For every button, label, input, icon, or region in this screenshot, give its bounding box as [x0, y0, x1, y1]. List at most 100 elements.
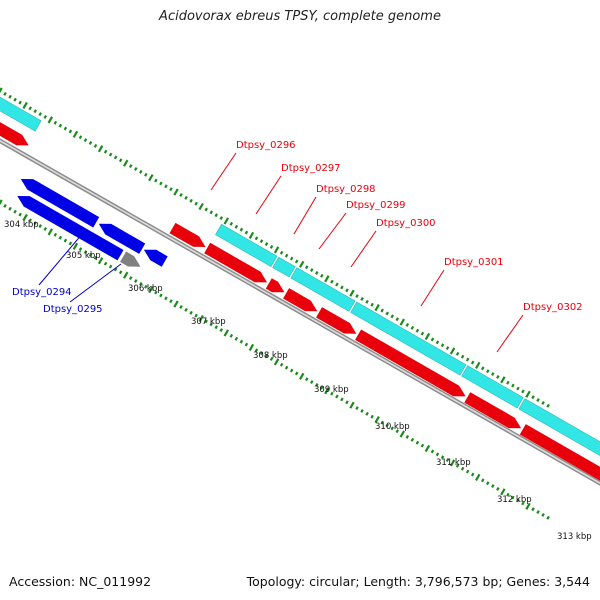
forward-gene-arrow [169, 222, 206, 247]
outer-scale-minor-tick [28, 106, 32, 111]
cds-block [0, 96, 42, 132]
inner-scale-minor-tick [480, 478, 485, 483]
inner-scale-minor-tick [330, 391, 334, 396]
outer-scale-minor-tick [289, 256, 294, 261]
outer-scale-minor-tick [460, 354, 465, 359]
inner-scale-minor-tick [164, 296, 168, 301]
outer-scale-major-tick [148, 174, 154, 182]
outer-scale-major-tick [0, 87, 3, 94]
inner-scale-minor-tick [169, 299, 173, 304]
backbone-inner [0, 139, 600, 485]
inner-scale-minor-tick [420, 443, 425, 448]
inner-scale-minor-tick [340, 397, 344, 402]
outer-scale-minor-tick [194, 201, 198, 206]
outer-scale-minor-tick [435, 340, 440, 345]
forward-gene-arrow [204, 242, 267, 283]
inner-scale-minor-tick [355, 406, 359, 411]
inner-scale-minor-tick [395, 429, 400, 434]
outer-scale-minor-tick [279, 250, 284, 255]
outer-scale-minor-tick [139, 169, 143, 174]
inner-scale-major-tick [148, 286, 154, 294]
outer-scale-minor-tick [335, 282, 339, 287]
outer-scale-minor-tick [355, 294, 359, 299]
inner-scale-major-tick [0, 199, 3, 206]
outer-scale-minor-tick [516, 386, 520, 391]
inner-scale-major-tick [449, 459, 456, 467]
inner-scale-minor-tick [184, 307, 188, 312]
outer-scale-minor-tick [184, 195, 188, 200]
inner-scale-major-tick [500, 488, 506, 496]
outer-scale-minor-tick [410, 325, 415, 330]
inner-scale-minor-tick [335, 394, 339, 399]
outer-scale-minor-tick [8, 94, 12, 99]
outer-scale-major-tick [525, 390, 531, 398]
outer-scale-minor-tick [330, 279, 334, 284]
inner-scale-minor-tick [234, 336, 239, 341]
gene-label: Dtpsy_0295 [43, 304, 103, 315]
accession-text: Accession: NC_011992 [9, 574, 152, 589]
outer-scale-minor-tick [164, 184, 168, 189]
inner-scale-minor-tick [204, 319, 208, 324]
outer-scale-major-tick [475, 361, 481, 369]
outer-scale-minor-tick [320, 273, 324, 278]
outer-scale-minor-tick [390, 314, 394, 319]
inner-scale-minor-tick [320, 385, 324, 390]
outer-scale-minor-tick [13, 97, 17, 102]
kbp-label: 304 kbp [4, 220, 39, 230]
inner-scale-minor-tick [134, 279, 138, 283]
outer-scale-minor-tick [521, 389, 525, 394]
outer-scale-minor-tick [38, 112, 42, 117]
outer-scale-minor-tick [541, 401, 545, 405]
forward-gene-arrow [519, 424, 600, 481]
inner-scale-minor-tick [139, 281, 143, 286]
outer-scale-minor-tick [68, 129, 73, 134]
cds-block [290, 267, 356, 312]
outer-scale-minor-tick [169, 187, 173, 192]
inner-scale-minor-tick [385, 423, 389, 428]
outer-scale-major-tick [424, 332, 431, 341]
outer-scale-minor-tick [536, 398, 540, 402]
kbp-label: 307 kbp [191, 317, 226, 327]
outer-scale-major-tick [374, 304, 380, 312]
inner-scale-major-tick [173, 300, 179, 308]
outer-scale-minor-tick [113, 155, 118, 160]
outer-scale-major-tick [299, 260, 305, 268]
outer-scale-minor-tick [380, 308, 384, 313]
inner-scale-minor-tick [521, 501, 525, 506]
inner-scale-major-tick [525, 502, 531, 510]
inner-scale-minor-tick [8, 206, 12, 211]
inner-scale-major-tick [424, 444, 431, 453]
kbp-label: 313 kbp [557, 532, 592, 542]
reverse-gene-arrow [20, 179, 100, 228]
outer-scale-major-tick [22, 101, 28, 110]
outer-scale-minor-tick [3, 91, 7, 96]
kbp-label: 305 kbp [66, 251, 101, 261]
outer-scale-major-tick [248, 231, 255, 240]
inner-scale-major-tick [47, 228, 53, 236]
inner-scale-minor-tick [455, 463, 460, 468]
gene-label: Dtpsy_0294 [12, 287, 72, 298]
inner-scale-minor-tick [68, 241, 73, 246]
inner-scale-minor-tick [179, 305, 183, 309]
outer-scale-major-tick [273, 246, 280, 254]
outer-scale-minor-tick [58, 123, 63, 128]
gene-label-leader [38, 232, 84, 286]
outer-scale-minor-tick [229, 221, 234, 226]
inner-scale-major-tick [475, 473, 481, 481]
inner-scale-minor-tick [189, 310, 193, 315]
outer-scale-minor-tick [405, 323, 410, 327]
reverse-gene-arrow [143, 249, 168, 267]
inner-scale-minor-tick [254, 348, 259, 353]
kbp-label: 312 kbp [497, 495, 532, 505]
outer-scale-minor-tick [395, 317, 400, 322]
outer-scale-minor-tick [360, 297, 364, 301]
kbp-label: 310 kbp [375, 422, 410, 432]
inner-scale-minor-tick [3, 203, 7, 208]
outer-scale-minor-tick [440, 343, 445, 348]
forward-gene-arrow [283, 288, 318, 312]
gene-label-leader [350, 230, 377, 268]
inner-scale-minor-tick [28, 218, 32, 223]
inner-scale-minor-tick [445, 458, 450, 463]
outer-scale-minor-tick [546, 403, 550, 408]
